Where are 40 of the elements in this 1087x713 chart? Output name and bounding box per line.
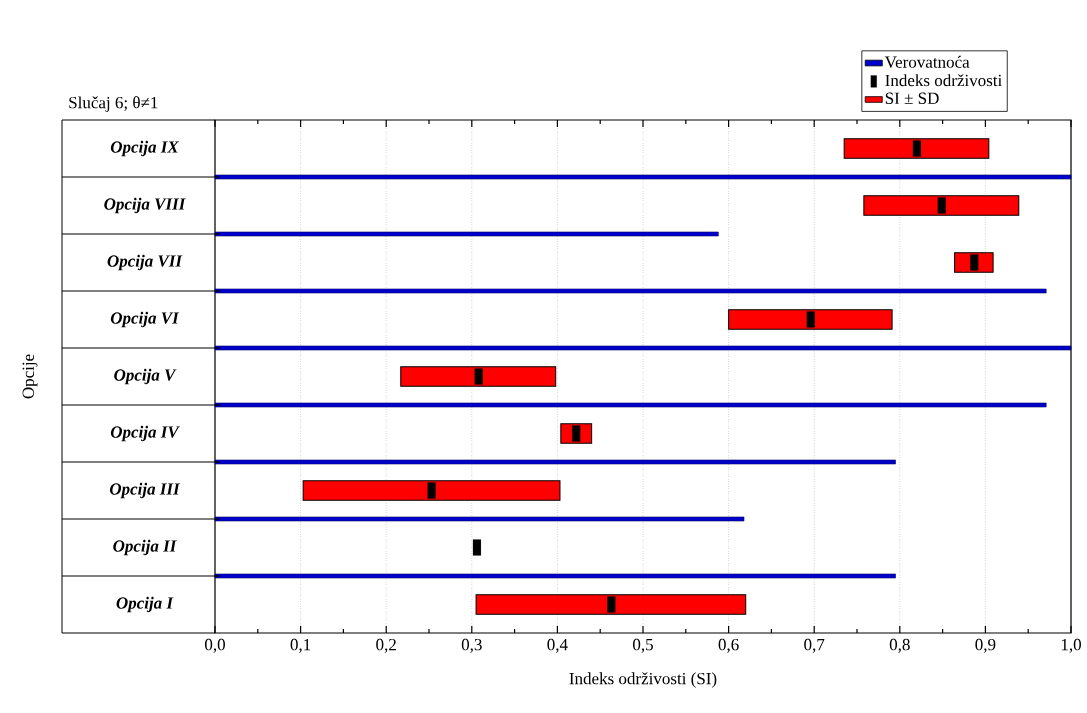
legend-label: Verovatnoća	[884, 55, 970, 68]
bar	[475, 594, 747, 615]
y-tick-label: Opcija VI	[110, 311, 180, 328]
bar	[214, 459, 896, 465]
bar	[214, 516, 745, 522]
legend-label: SI ± SD	[885, 92, 939, 105]
y-tick-label: Opcija VII	[107, 254, 183, 271]
bar	[214, 231, 719, 237]
bar	[728, 309, 893, 330]
x-tick-label: 0,5	[633, 638, 653, 653]
y-tick-label: Opcija II	[113, 539, 177, 556]
x-tick-label: 0,6	[718, 638, 739, 653]
x-tick-label: 0,4	[547, 638, 568, 653]
legend-label: Indeks održivosti	[885, 74, 1002, 87]
bar	[214, 402, 1047, 408]
chart-title: Slučaj 6; θ≠1	[69, 96, 158, 112]
bar	[214, 288, 1047, 294]
x-tick-label: 0,0	[205, 638, 225, 653]
x-tick-label: 0,8	[889, 638, 910, 653]
x-axis-title: Indeks održivosti (SI)	[569, 672, 717, 688]
bar	[214, 174, 1072, 180]
y-tick-label: Opcija VIII	[104, 197, 186, 214]
x-tick-label: 0,9	[975, 638, 996, 653]
bar	[400, 366, 557, 387]
y-tick-label: Opcija I	[116, 596, 174, 613]
x-tick-label: 0,3	[461, 638, 482, 653]
x-tick-label: 0,2	[376, 638, 396, 653]
bar	[214, 345, 1072, 351]
bar	[214, 573, 896, 579]
bar	[843, 138, 990, 159]
bar	[302, 480, 561, 501]
x-tick-label: 1,0	[1061, 638, 1081, 653]
y-tick-label: Opcija V	[114, 368, 177, 385]
y-tick-label: Opcija III	[109, 482, 181, 499]
y-tick-label: Opcija IV	[110, 425, 180, 442]
y-axis-title: Opcije	[22, 354, 38, 399]
x-tick-label: 0,7	[804, 638, 825, 653]
x-tick-label: 0,1	[290, 638, 311, 653]
y-tick-label: Opcija IX	[110, 140, 180, 157]
bar	[863, 195, 1020, 216]
